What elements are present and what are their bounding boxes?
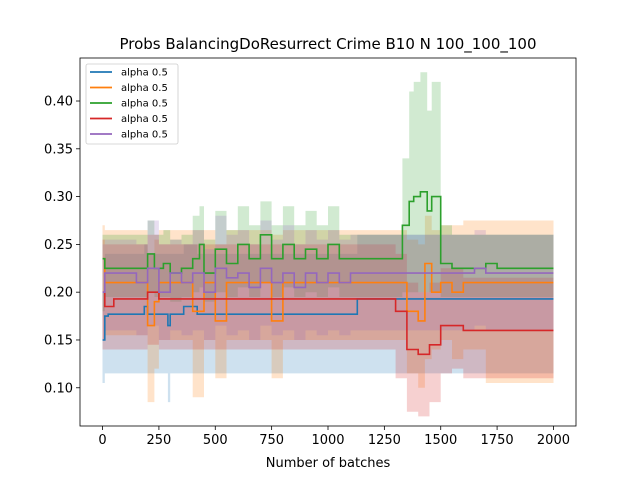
legend-label: alpha 0.5 bbox=[121, 68, 168, 79]
x-axis-label: Number of batches bbox=[266, 456, 391, 471]
x-tick-label: 500 bbox=[203, 433, 228, 448]
y-tick-label: 0.30 bbox=[44, 190, 73, 205]
y-tick-label: 0.15 bbox=[44, 333, 73, 348]
y-axis-ticks: 0.10 0.15 0.20 0.25 0.30 0.35 0.40 bbox=[44, 95, 80, 396]
y-tick-label: 0.40 bbox=[44, 95, 73, 110]
legend-label: alpha 0.5 bbox=[121, 114, 168, 125]
series-line-1 bbox=[102, 298, 554, 341]
x-tick-label: 1500 bbox=[424, 433, 457, 448]
legend-label: alpha 0.5 bbox=[121, 83, 168, 94]
legend-label: alpha 0.5 bbox=[121, 99, 168, 110]
x-tick-label: 250 bbox=[146, 433, 171, 448]
x-axis-ticks: 0 250 500 750 1000 1250 1500 1750 2000 bbox=[98, 426, 570, 448]
legend-label: alpha 0.5 bbox=[121, 130, 168, 141]
chart-title: Probs BalancingDoResurrect Crime B10 N 1… bbox=[119, 35, 536, 54]
y-tick-label: 0.20 bbox=[44, 286, 73, 301]
y-tick-label: 0.35 bbox=[44, 142, 73, 157]
x-tick-label: 1750 bbox=[481, 433, 514, 448]
series-line-3 bbox=[102, 191, 554, 274]
series-line-4 bbox=[102, 291, 554, 356]
y-tick-label: 0.25 bbox=[44, 238, 73, 253]
x-tick-label: 0 bbox=[98, 433, 106, 448]
legend: alpha 0.5 alpha 0.5 alpha 0.5 alpha 0.5 alph… bbox=[85, 63, 179, 145]
legend-box bbox=[85, 63, 179, 145]
series-line-5 bbox=[102, 267, 554, 293]
x-tick-label: 2000 bbox=[537, 433, 570, 448]
x-tick-label: 1000 bbox=[311, 433, 344, 448]
x-tick-label: 750 bbox=[259, 433, 284, 448]
series-lines bbox=[102, 191, 554, 356]
x-tick-label: 1250 bbox=[368, 433, 401, 448]
y-tick-label: 0.10 bbox=[44, 381, 73, 396]
series-line-2 bbox=[102, 257, 554, 327]
